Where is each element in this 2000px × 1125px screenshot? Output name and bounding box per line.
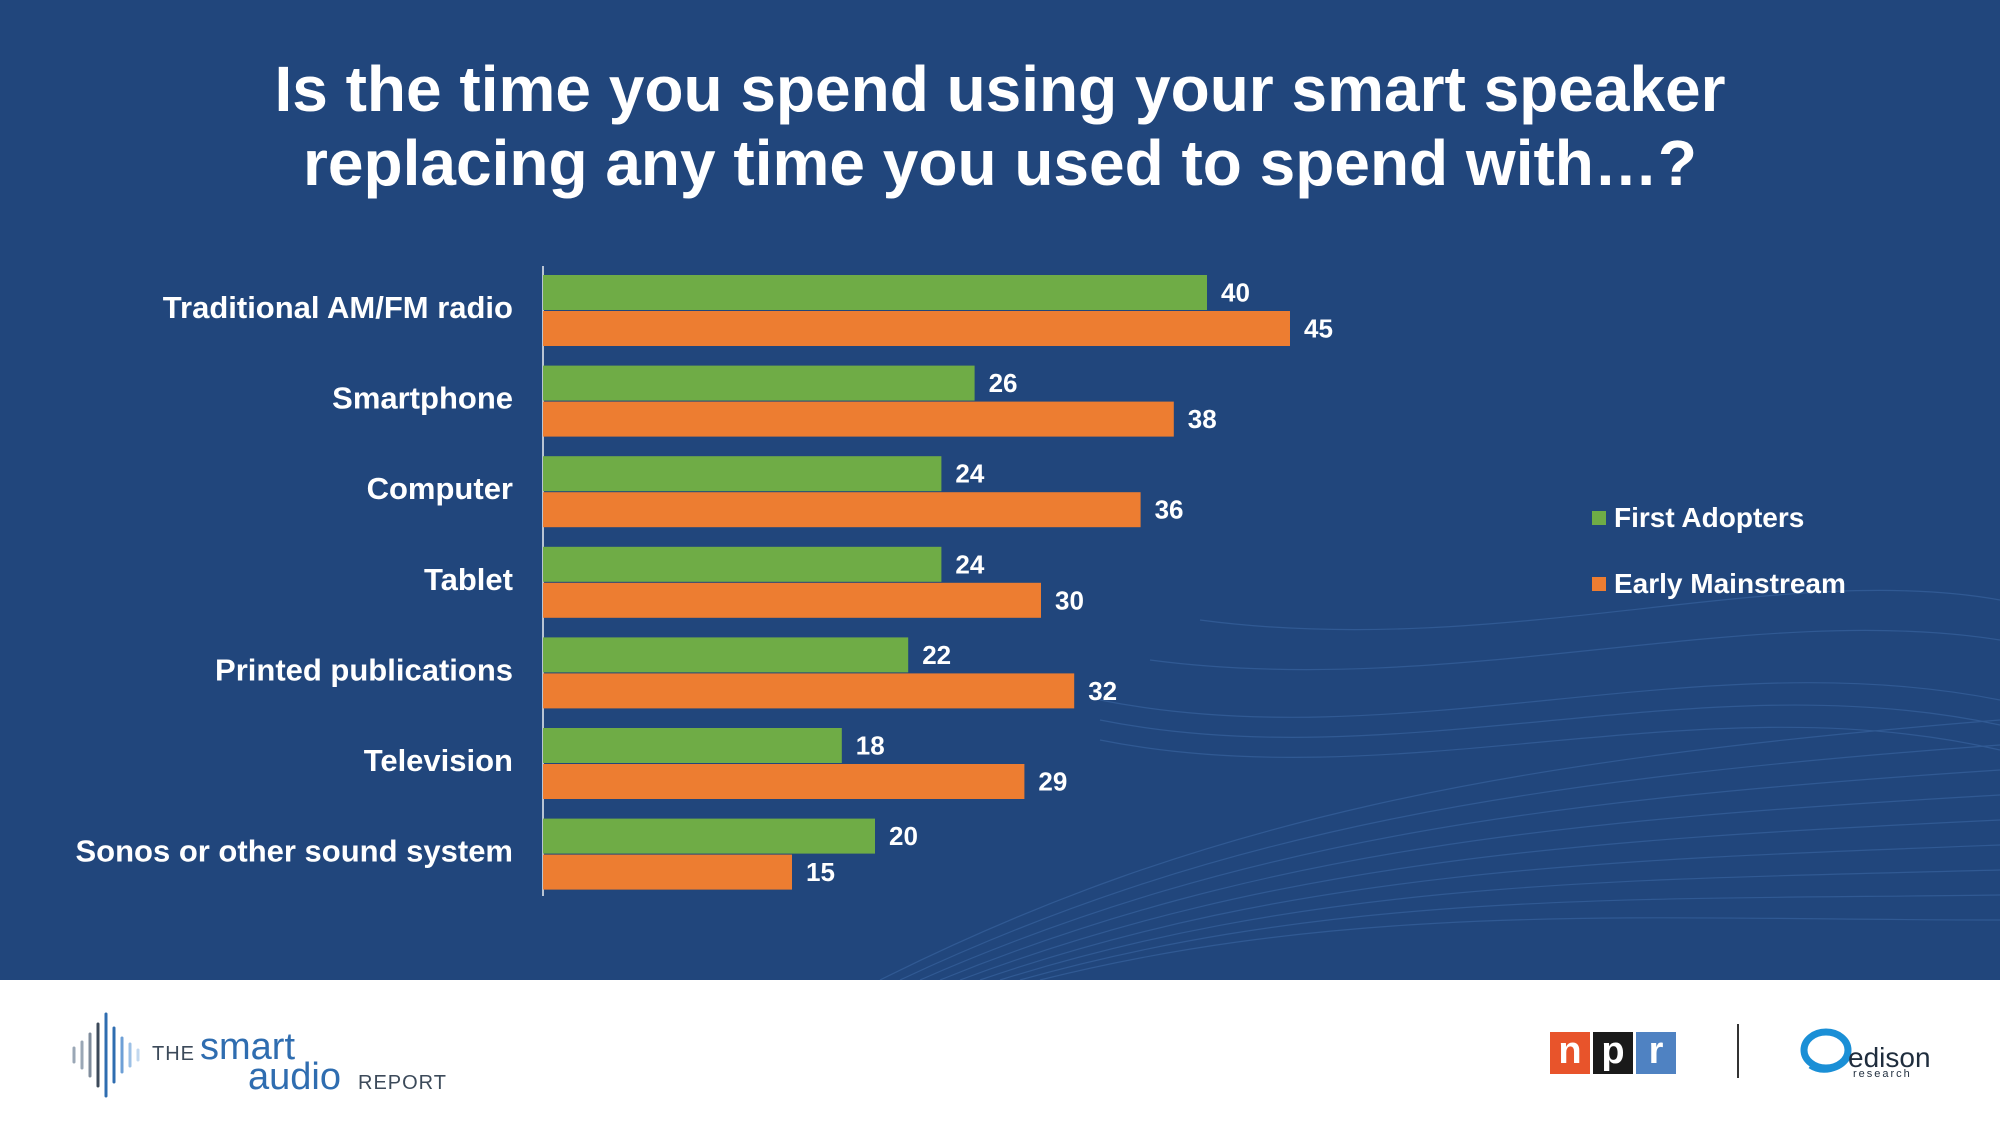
decorative-waves — [879, 589, 2000, 980]
bar-first-adopters — [543, 818, 875, 854]
bar-early-mainstream — [543, 854, 792, 890]
legend: First Adopters Early Mainstream — [1592, 485, 1846, 617]
bar-early-mainstream — [543, 492, 1141, 528]
category-label: Television — [364, 743, 513, 778]
bar-early-mainstream — [543, 673, 1075, 709]
bar-first-adopters — [543, 275, 1207, 310]
bar-early-mainstream — [543, 764, 1025, 799]
legend-swatch-first-adopters — [1592, 511, 1606, 525]
npr-letter-r: r — [1636, 1032, 1676, 1074]
bar-early-mainstream — [543, 582, 1041, 618]
legend-label-early-mainstream: Early Mainstream — [1614, 568, 1846, 599]
chart-title: Is the time you spend using your smart s… — [0, 52, 2000, 200]
legend-swatch-early-mainstream — [1592, 577, 1606, 591]
logo-text-smart: smart — [200, 1026, 295, 1068]
category-label: Smartphone — [332, 381, 513, 416]
category-label: Printed publications — [215, 652, 513, 687]
bar-first-adopters — [543, 728, 842, 763]
npr-letter-n: n — [1550, 1032, 1590, 1074]
bar-first-adopters — [543, 456, 942, 492]
edison-swirl-icon — [1800, 1028, 1852, 1073]
smart-audio-waveform-icon — [72, 1012, 140, 1098]
data-label: 24 — [955, 549, 984, 579]
data-label: 15 — [806, 857, 835, 887]
logo-text-audio: audio — [248, 1056, 341, 1098]
bar-first-adopters — [543, 365, 975, 401]
category-label: Traditional AM/FM radio — [163, 290, 513, 325]
data-label: 26 — [989, 368, 1018, 398]
legend-item-first-adopters: First Adopters — [1592, 485, 1846, 551]
data-label: 24 — [955, 459, 984, 489]
logo-text-the: THE — [152, 1043, 195, 1065]
category-label: Tablet — [424, 562, 513, 597]
title-line-1: Is the time you spend using your smart s… — [274, 53, 1726, 125]
bar-early-mainstream — [543, 311, 1290, 346]
category-label: Computer — [367, 471, 513, 506]
title-line-2: replacing any time you used to spend wit… — [303, 127, 1697, 199]
bar-chart: Traditional AM/FM radio 40 45 Smartphone 26 3… — [75, 266, 1333, 896]
legend-label-first-adopters: First Adopters — [1614, 502, 1805, 533]
logo-text-report: REPORT — [358, 1072, 447, 1094]
edison-logo-text: edison — [1848, 1042, 1931, 1073]
logo-divider — [1737, 1024, 1739, 1078]
data-label: 30 — [1055, 585, 1084, 615]
data-label: 38 — [1188, 404, 1217, 434]
data-label: 45 — [1304, 314, 1333, 344]
bar-first-adopters — [543, 637, 909, 673]
bar-first-adopters — [543, 546, 942, 582]
edison-logo-subtext: research — [1853, 1068, 1912, 1080]
data-label: 40 — [1221, 278, 1250, 308]
data-label: 32 — [1088, 676, 1117, 706]
data-label: 36 — [1155, 495, 1184, 525]
category-label: Sonos or other sound system — [75, 834, 513, 869]
npr-logo: n p r — [1550, 1032, 1679, 1074]
bar-early-mainstream — [543, 401, 1174, 437]
data-label: 18 — [856, 731, 885, 761]
data-label: 22 — [922, 640, 951, 670]
legend-item-early-mainstream: Early Mainstream — [1592, 551, 1846, 617]
data-label: 29 — [1038, 767, 1067, 797]
chart-panel: Is the time you spend using your smart s… — [0, 0, 2000, 980]
data-label: 20 — [889, 821, 918, 851]
npr-letter-p: p — [1593, 1032, 1633, 1074]
